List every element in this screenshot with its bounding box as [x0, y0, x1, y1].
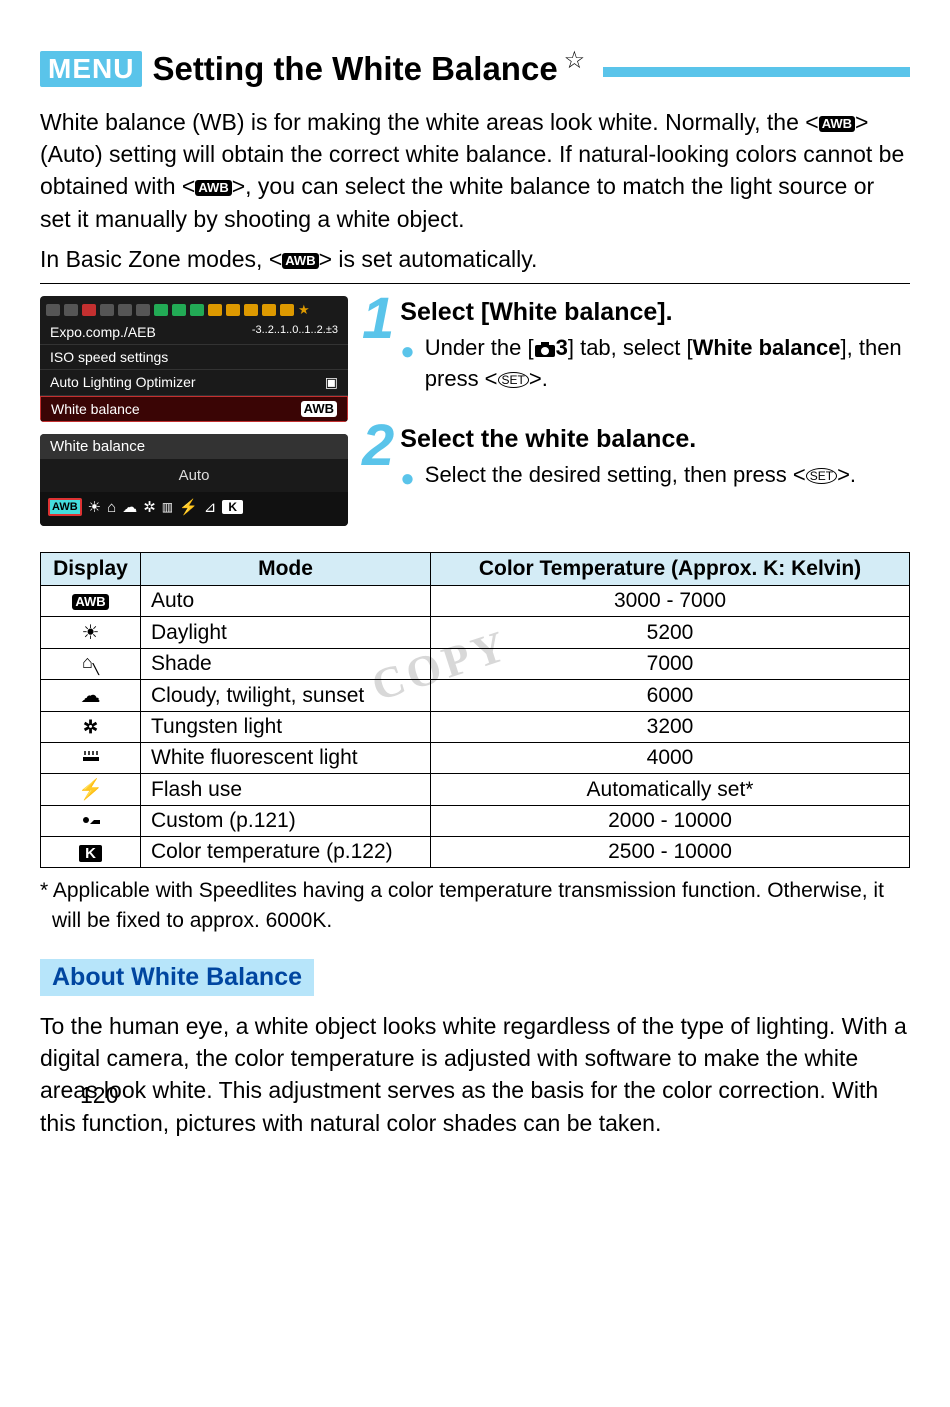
camera-icon	[534, 341, 556, 357]
wb-icon-cell: ✲	[41, 712, 141, 743]
wb-icon-cell: ⚡	[41, 774, 141, 806]
wb-icon-cell: ☀	[41, 617, 141, 649]
menu-row-iso: ISO speed settings	[40, 345, 348, 370]
step-number-2: 2	[362, 423, 394, 496]
step-2-title: Select the white balance.	[400, 425, 910, 454]
bullet-icon: ●	[400, 462, 415, 496]
page-number: 120	[80, 1082, 118, 1109]
camera-wb-screen: White balance Auto AWB ☀⌂☁✲▥⚡⊿K	[40, 434, 348, 526]
wb-icon-cell: K	[41, 837, 141, 868]
wb-screen-value: Auto	[40, 459, 348, 492]
wb-temp-cell: 3200	[431, 712, 910, 743]
table-row: ⌂╲Shade7000	[41, 649, 910, 680]
section-body: To the human eye, a white object looks w…	[40, 1010, 910, 1139]
wb-icon-cell: AWB	[41, 586, 141, 617]
camera-tab-bar: ★	[40, 296, 348, 320]
wb-screen-title: White balance	[40, 434, 348, 459]
star-icon: ☆	[564, 46, 586, 75]
menu-row-wb-selected: White balance AWB	[40, 396, 348, 422]
table-header-display: Display	[41, 553, 141, 586]
intro-paragraph-2: In Basic Zone modes, <AWB> is set automa…	[40, 243, 910, 275]
menu-row-expo: Expo.comp./AEB -3..2..1..0..1..2.±3	[40, 320, 348, 345]
step-2-text: ● Select the desired setting, then press…	[400, 460, 910, 496]
menu-row-alo: Auto Lighting Optimizer▣	[40, 370, 348, 396]
wb-temp-cell: 6000	[431, 680, 910, 712]
table-row: ✲Tungsten light3200	[41, 712, 910, 743]
wb-temp-cell: 5200	[431, 617, 910, 649]
wb-mode-cell: Flash use	[141, 774, 431, 806]
step-1: 1 Select [White balance]. ● Under the [3…	[362, 296, 910, 395]
table-row: Custom (p.121)2000 - 10000	[41, 806, 910, 837]
step-1-text: ● Under the [3] tab, select [White balan…	[400, 333, 910, 395]
table-row: White fluorescent light4000	[41, 743, 910, 774]
page-title-row: MENU Setting the White Balance ☆	[40, 50, 910, 88]
wb-icon-cell: ☁	[41, 680, 141, 712]
title-rule	[603, 67, 910, 77]
step-number-1: 1	[362, 296, 394, 395]
wb-temp-cell: 7000	[431, 649, 910, 680]
camera-screenshots: ★ Expo.comp./AEB -3..2..1..0..1..2.±3 IS…	[40, 296, 348, 538]
white-balance-table: Display Mode Color Temperature (Approx. …	[40, 552, 910, 868]
table-header-temp: Color Temperature (Approx. K: Kelvin)	[431, 553, 910, 586]
awb-icon: AWB	[819, 116, 855, 132]
table-row: KColor temperature (p.122)2500 - 10000	[41, 837, 910, 868]
table-header-mode: Mode	[141, 553, 431, 586]
wb-icon-row: AWB ☀⌂☁✲▥⚡⊿K	[40, 492, 348, 526]
table-footnote: * Applicable with Speedlites having a co…	[40, 876, 910, 935]
wb-mode-cell: White fluorescent light	[141, 743, 431, 774]
wb-temp-cell: 4000	[431, 743, 910, 774]
wb-mode-cell: Cloudy, twilight, sunset	[141, 680, 431, 712]
awb-icon: AWB	[195, 180, 231, 196]
wb-temp-cell: 2500 - 10000	[431, 837, 910, 868]
wb-mode-cell: Color temperature (p.122)	[141, 837, 431, 868]
table-row: ⚡Flash useAutomatically set*	[41, 774, 910, 806]
wb-icon-cell	[41, 806, 141, 837]
camera-menu-screen: ★ Expo.comp./AEB -3..2..1..0..1..2.±3 IS…	[40, 296, 348, 422]
table-row: ☁Cloudy, twilight, sunset6000	[41, 680, 910, 712]
wb-icon-cell: ⌂╲	[41, 649, 141, 680]
wb-icon-cell	[41, 743, 141, 774]
wb-mode-cell: Daylight	[141, 617, 431, 649]
step-2: 2 Select the white balance. ● Select the…	[362, 423, 910, 496]
table-row: AWBAuto3000 - 7000	[41, 586, 910, 617]
menu-badge: MENU	[40, 51, 142, 87]
wb-temp-cell: 2000 - 10000	[431, 806, 910, 837]
wb-mode-cell: Shade	[141, 649, 431, 680]
table-row: ☀Daylight5200	[41, 617, 910, 649]
wb-mode-cell: Tungsten light	[141, 712, 431, 743]
page-title: Setting the White Balance	[152, 50, 557, 88]
set-icon: SET	[806, 468, 837, 484]
intro-paragraph-1: White balance (WB) is for making the whi…	[40, 106, 910, 235]
awb-icon: AWB	[282, 253, 318, 269]
wb-mode-cell: Auto	[141, 586, 431, 617]
set-icon: SET	[498, 372, 529, 388]
divider	[40, 283, 910, 284]
wb-mode-cell: Custom (p.121)	[141, 806, 431, 837]
wb-selected-icon: AWB	[48, 498, 82, 516]
bullet-icon: ●	[400, 335, 415, 395]
wb-temp-cell: 3000 - 7000	[431, 586, 910, 617]
section-header: About White Balance	[40, 959, 314, 996]
step-1-title: Select [White balance].	[400, 298, 910, 327]
wb-temp-cell: Automatically set*	[431, 774, 910, 806]
